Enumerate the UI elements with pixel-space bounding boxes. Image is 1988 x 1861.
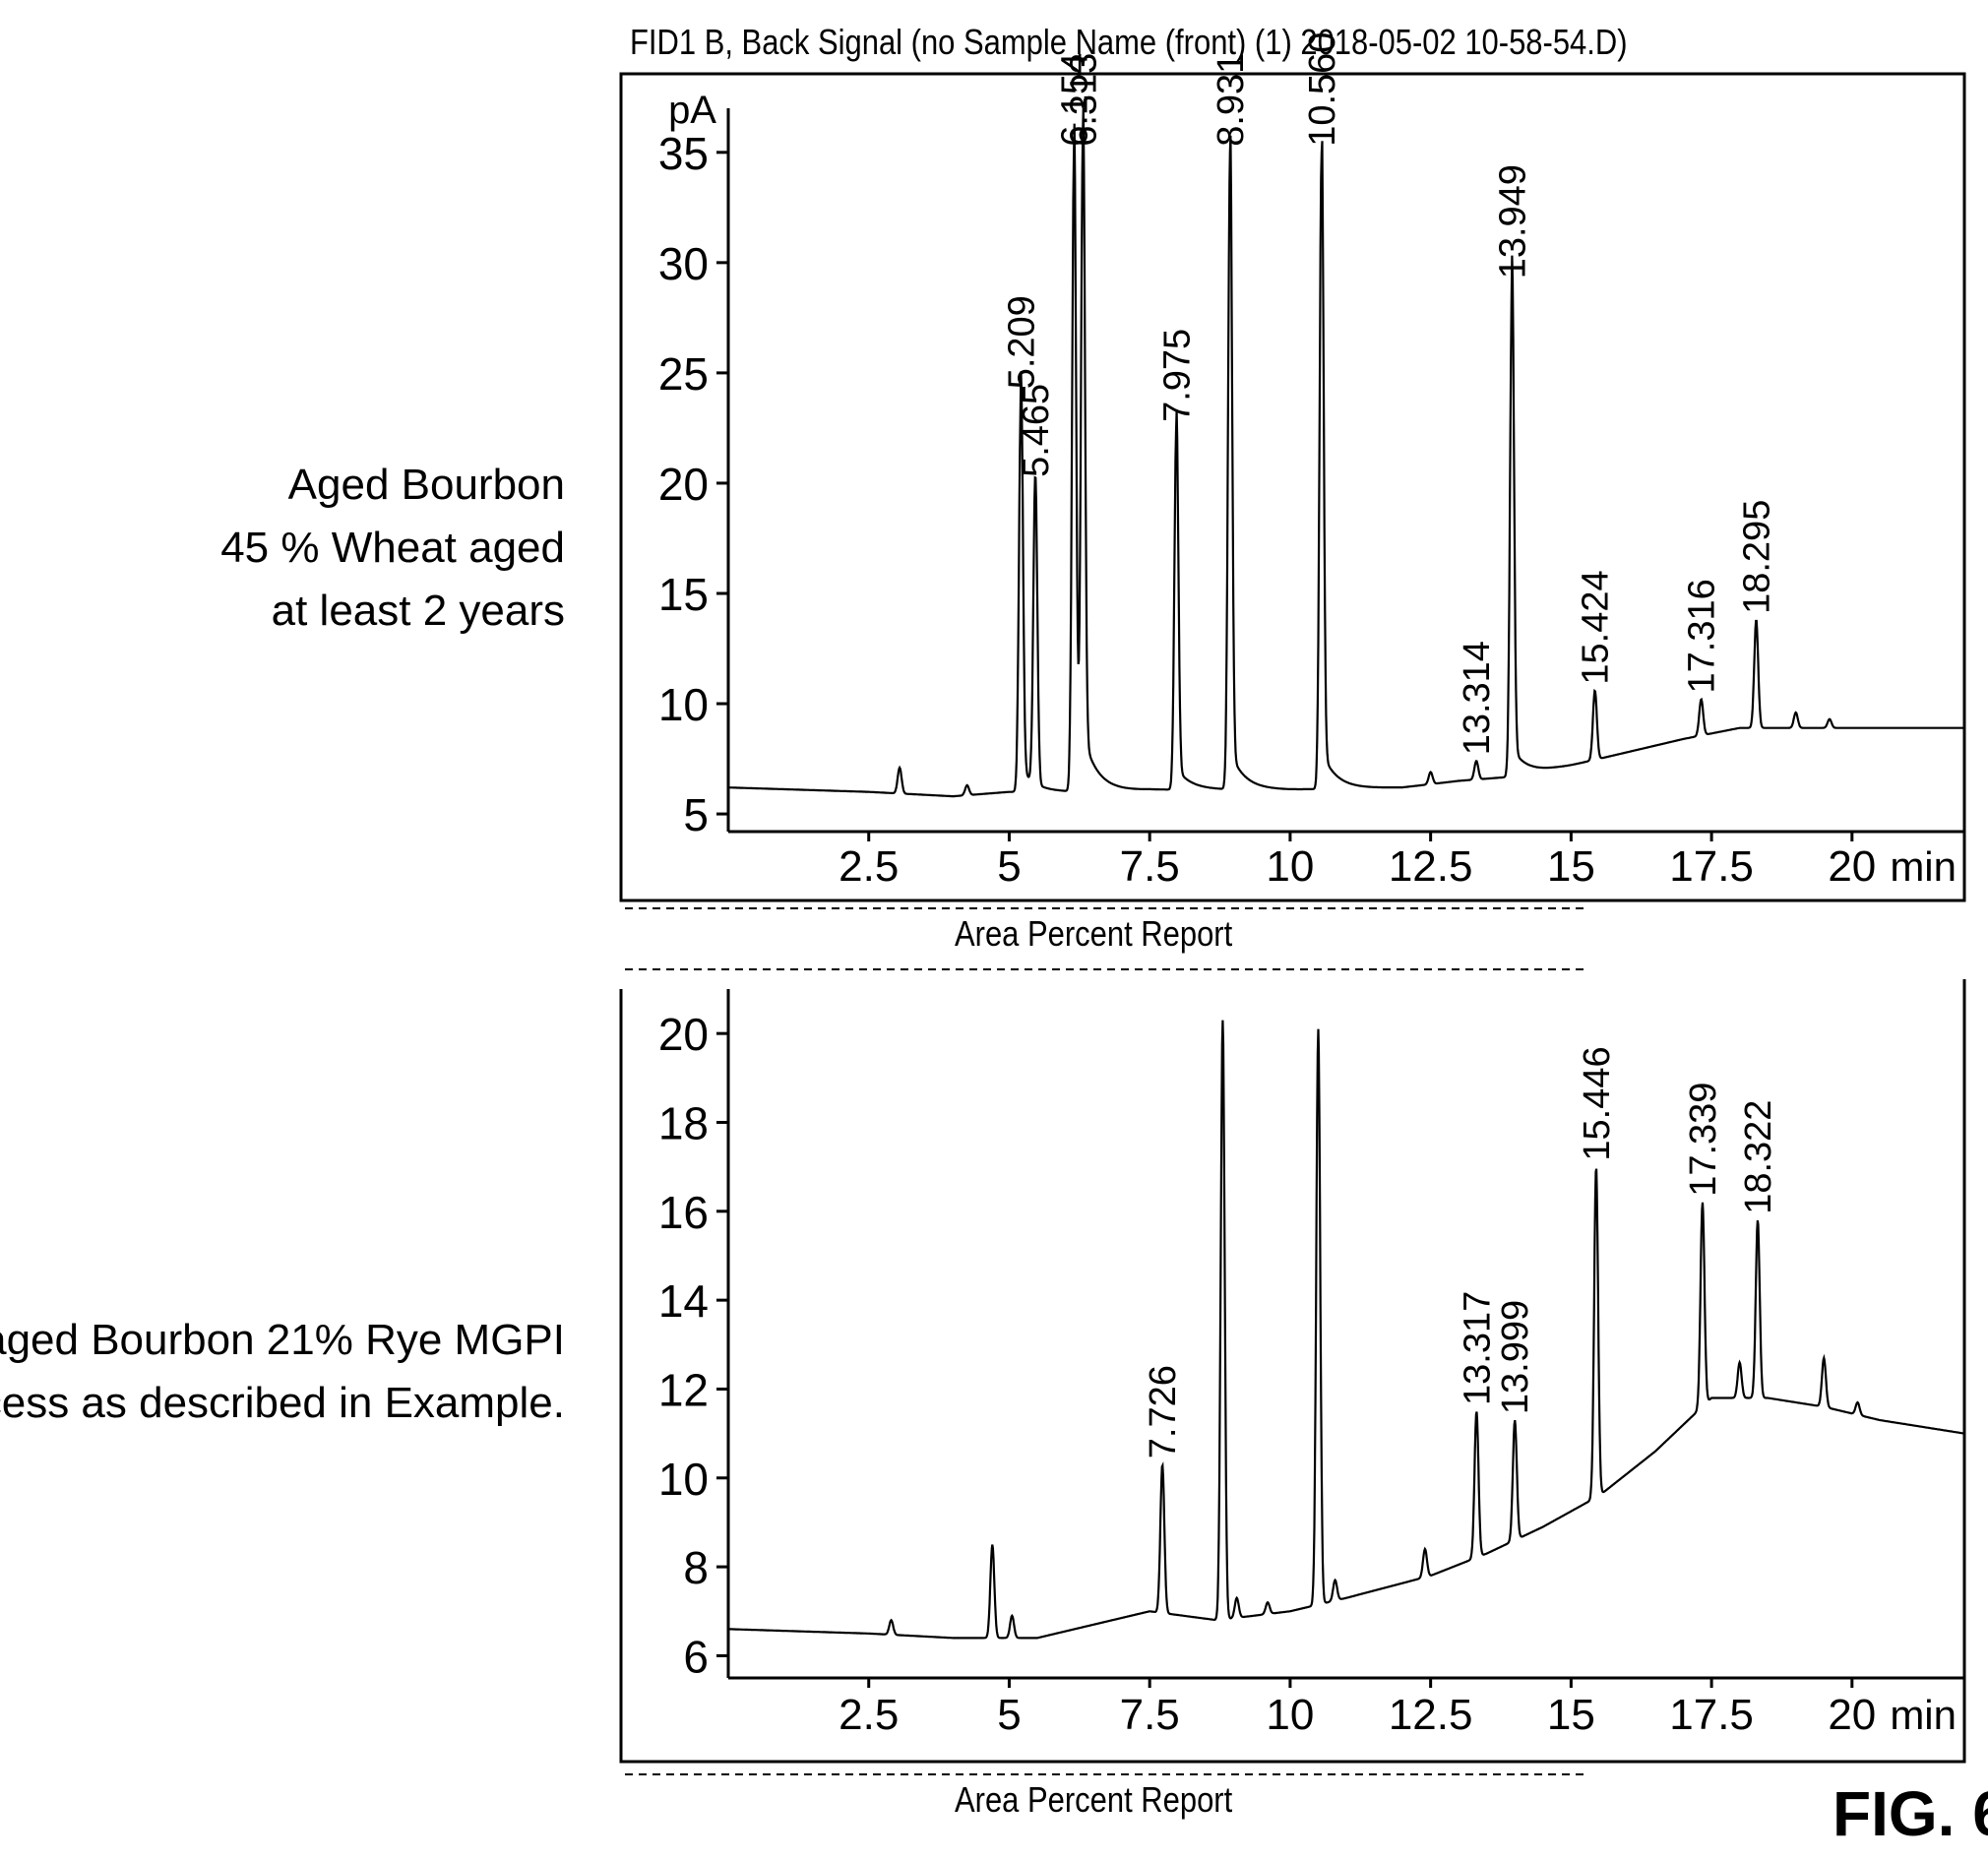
figure-number: FIG. 6 <box>1833 1778 1988 1849</box>
y-tick-label: 10 <box>658 679 709 730</box>
peak-label: 15.446 <box>1577 1046 1618 1160</box>
peak-label: 15.424 <box>1576 570 1617 684</box>
y-tick-label: 20 <box>658 1009 709 1060</box>
peak-label: 13.999 <box>1495 1300 1536 1414</box>
signal-trace <box>728 1020 1965 1640</box>
x-tick-label: 7.5 <box>1120 842 1180 891</box>
y-tick-label: 8 <box>683 1542 709 1593</box>
x-axis-label: min <box>1890 843 1957 890</box>
peak-label: 17.316 <box>1682 579 1723 693</box>
peak-label: 13.317 <box>1457 1291 1498 1405</box>
x-tick-label: 10 <box>1266 842 1314 891</box>
x-tick-label: 2.5 <box>839 842 899 891</box>
signal-trace <box>728 107 1964 798</box>
x-tick-label: 20 <box>1828 1691 1876 1739</box>
y-tick-label: 35 <box>658 128 709 179</box>
y-tick-label: 25 <box>658 348 709 400</box>
y-axis-label: pA <box>668 89 716 132</box>
y-tick-label: 30 <box>658 238 709 289</box>
peak-label: 18.295 <box>1737 500 1778 614</box>
y-tick-label: 15 <box>658 569 709 620</box>
x-tick-label: 15 <box>1547 842 1595 891</box>
y-tick-label: 18 <box>658 1097 709 1148</box>
x-tick-label: 10 <box>1266 1691 1314 1739</box>
peak-label: 5.465 <box>1016 384 1057 477</box>
sample-label-top-line-2: 45 % Wheat aged <box>220 524 565 572</box>
sample-label-top-line-1: Aged Bourbon <box>287 461 565 509</box>
x-axis-label: min <box>1890 1692 1957 1738</box>
peak-label: 13.949 <box>1492 164 1533 279</box>
peak-label: 8.931 <box>1211 53 1252 147</box>
sample-label-bottom-line-1: Un-aged Bourbon 21% Rye MGPI <box>0 1316 565 1364</box>
y-tick-label: 16 <box>658 1187 709 1238</box>
x-tick-label: 17.5 <box>1669 842 1754 891</box>
y-tick-label: 5 <box>683 789 709 840</box>
peak-label: 7.726 <box>1143 1365 1184 1458</box>
chromatogram-bottom: 6 8 10 12 14 16 18 20 2.5 5 7.5 10 12.5 15 17.5 20 min 7.… <box>658 989 1965 1739</box>
y-tick-label: 20 <box>658 459 709 510</box>
peak-label: 13.314 <box>1457 641 1498 755</box>
peak-label: 18.322 <box>1738 1100 1779 1214</box>
chromatogram-top: 5 10 15 20 25 30 35 2.5 5 7.5 10 12.5 15 17.5 20 min pA 5… <box>658 32 1964 891</box>
x-tick-label: 5 <box>997 1691 1021 1739</box>
x-tick-label: 12.5 <box>1389 1691 1473 1739</box>
sample-label-top-line-3: at least 2 years <box>271 587 565 635</box>
report-footer-top: Area Percent Report <box>955 913 1233 954</box>
y-tick-label: 14 <box>658 1275 709 1327</box>
x-tick-label: 15 <box>1547 1691 1595 1739</box>
x-tick-label: 12.5 <box>1389 842 1473 891</box>
sample-label-bottom: Un-aged Bourbon 21% Rye MGPI Process as … <box>0 1309 565 1435</box>
peak-label: 6.313 <box>1063 53 1104 147</box>
chart-title-top: FID1 B, Back Signal (no Sample Name (fro… <box>630 22 1628 62</box>
x-tick-label: 2.5 <box>839 1691 899 1739</box>
peak-label: 7.975 <box>1156 329 1198 422</box>
peak-label: 6.154 <box>1054 53 1095 147</box>
x-tick-label: 5 <box>997 842 1021 891</box>
y-tick-label: 10 <box>658 1454 709 1505</box>
peak-label: 10.560 <box>1302 32 1343 147</box>
x-tick-label: 17.5 <box>1669 1691 1754 1739</box>
sample-label-top: Aged Bourbon 45 % Wheat aged at least 2 … <box>220 454 565 643</box>
y-tick-label: 6 <box>683 1631 709 1682</box>
peak-label: 17.339 <box>1683 1083 1724 1197</box>
y-tick-label: 12 <box>658 1364 709 1415</box>
x-tick-label: 7.5 <box>1120 1691 1180 1739</box>
x-tick-label: 20 <box>1828 842 1876 891</box>
peak-label: 5.209 <box>1001 295 1042 389</box>
sample-label-bottom-line-2: Process as described in Example. <box>0 1379 565 1427</box>
report-footer-bottom: Area Percent Report <box>955 1779 1233 1820</box>
panel-frame-top <box>619 72 1966 902</box>
panel-frame-bottom <box>619 979 1966 1764</box>
